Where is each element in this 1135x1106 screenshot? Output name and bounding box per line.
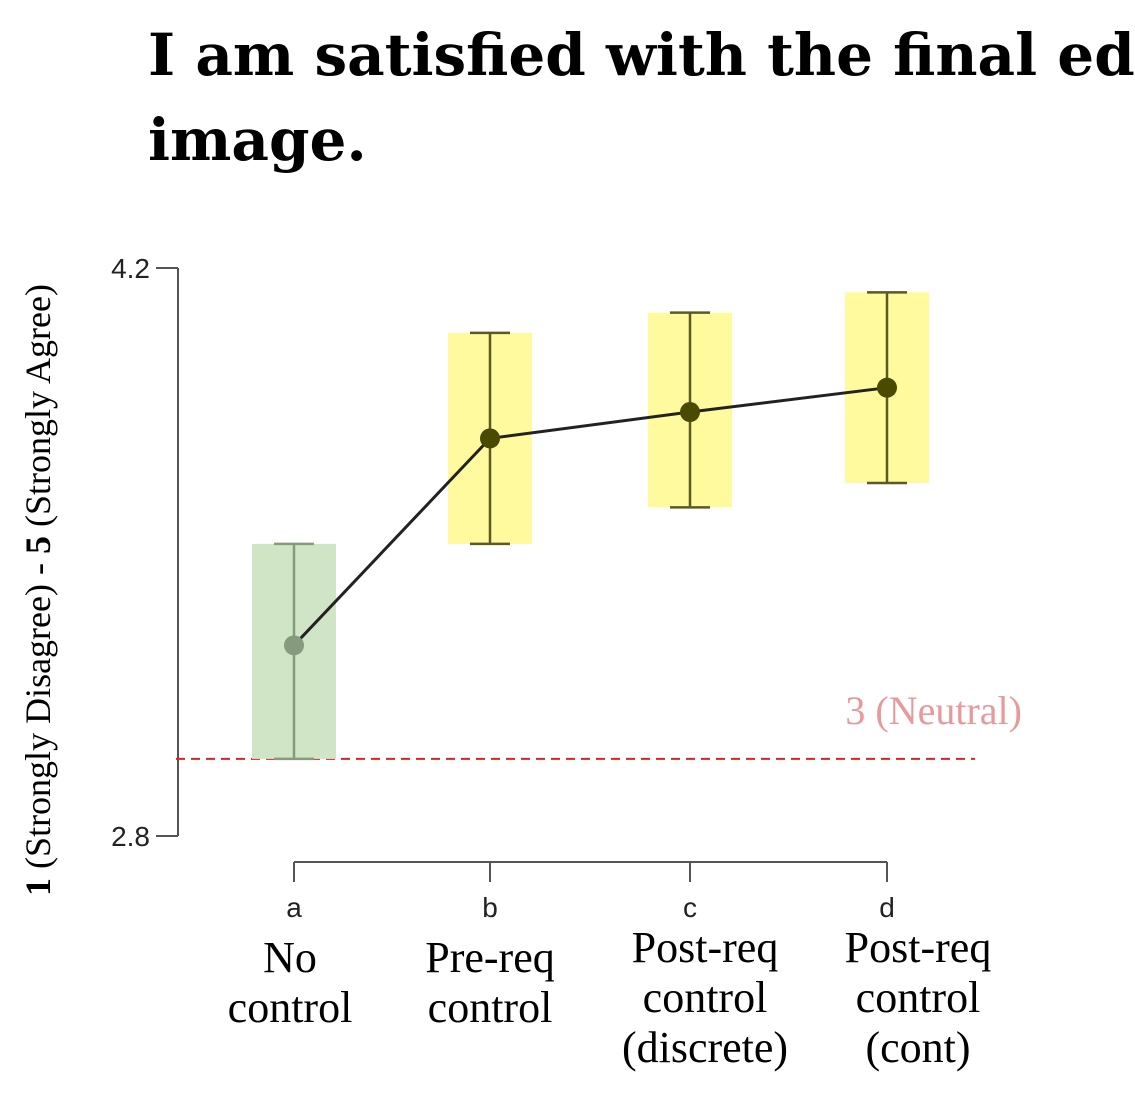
y-axis-label-bold-5: 5 xyxy=(18,536,58,554)
y-axis-label-mid: (Strongly Disagree) - xyxy=(18,554,58,878)
plot-area: 2.84.23 (Neutral)a b c dNocontrolPre-reqcon… xyxy=(111,253,1022,1072)
x-category-label: Post-req xyxy=(845,923,992,972)
data-point xyxy=(480,428,500,449)
y-axis-label-bold-1: 1 xyxy=(18,878,58,896)
reference-label: 3 (Neutral) xyxy=(845,688,1022,733)
chart-title-line-1: I am satisfied with the final edited xyxy=(148,21,1135,89)
x-tick-letter: c xyxy=(683,892,697,923)
x-category-label: No xyxy=(263,933,317,982)
x-category-label: (discrete) xyxy=(622,1023,788,1072)
x-category-label: Post-req xyxy=(632,923,779,972)
x-tick-letter: a xyxy=(286,892,302,923)
y-axis-label: 1 (Strongly Disagree) - 5 (Strongly Agre… xyxy=(18,284,58,896)
x-category-label: control xyxy=(228,983,353,1032)
x-category-label: control xyxy=(428,983,553,1032)
x-tick-letter: b xyxy=(482,892,498,923)
y-tick-label: 2.8 xyxy=(111,821,150,852)
x-category-label: Pre-req xyxy=(425,933,555,982)
data-point xyxy=(680,402,700,423)
data-point xyxy=(284,635,304,656)
y-tick-label: 4.2 xyxy=(111,253,150,284)
data-point xyxy=(877,377,897,398)
x-tick-letter: d xyxy=(879,892,895,923)
x-category-label: control xyxy=(856,973,981,1022)
series-line xyxy=(292,386,888,647)
chart-title-line-2: image. xyxy=(148,106,367,174)
x-category-label: (cont) xyxy=(865,1023,970,1072)
x-category-label: control xyxy=(643,973,768,1022)
y-axis-label-end: (Strongly Agree) xyxy=(18,284,58,536)
